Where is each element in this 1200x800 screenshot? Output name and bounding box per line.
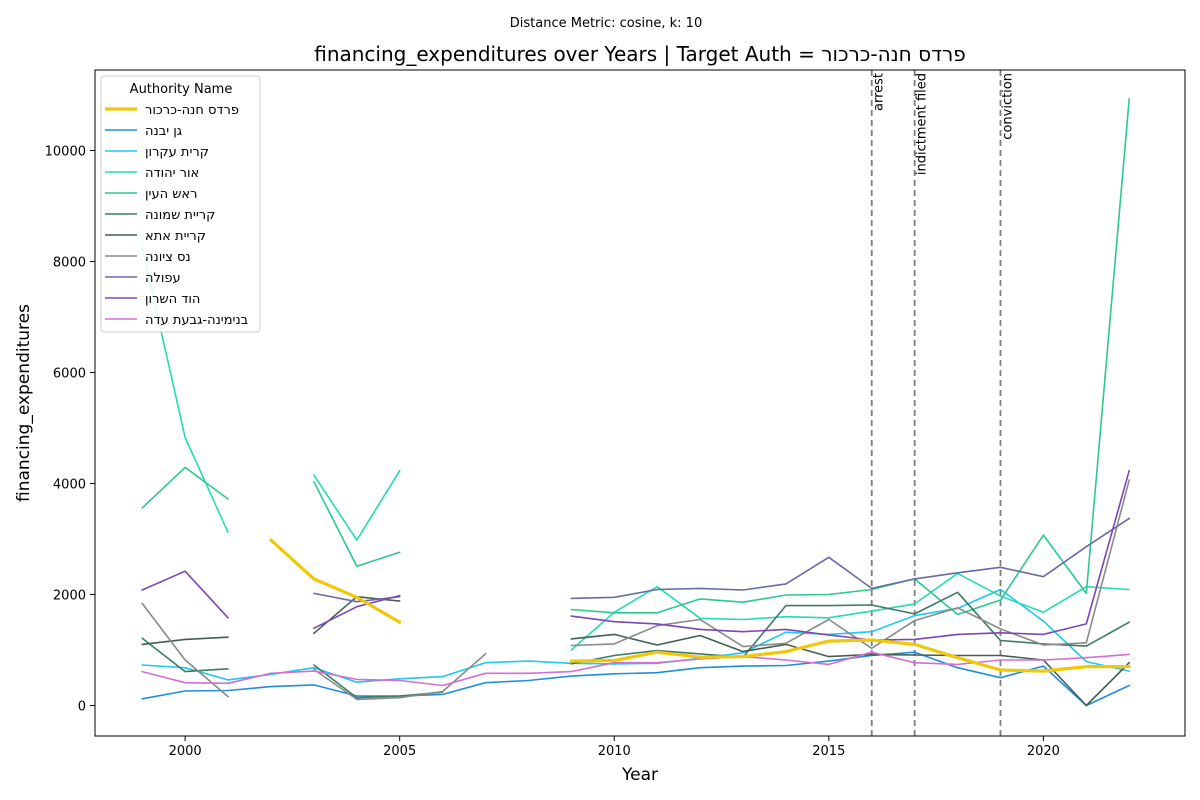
legend-label: קריית שמונה [145, 208, 215, 223]
x-tick-label: 2005 [383, 744, 416, 759]
annotation-label: indictment filed [915, 73, 930, 175]
annotation-label: conviction [1000, 73, 1015, 140]
y-tick-label: 0 [78, 699, 86, 714]
series-lines [141, 98, 1131, 707]
series-segment [269, 538, 402, 624]
legend-entries: פרדס חנה-כרכור גן יבנה קרית עקרון אור יהודה… [105, 103, 248, 328]
series-segment [141, 570, 229, 619]
x-axis-title: Year [621, 765, 658, 785]
legend-label: הוד השרון [145, 292, 200, 307]
legend-label: אור יהודה [145, 166, 199, 181]
y-tick-label: 8000 [53, 255, 86, 270]
series-segment [570, 517, 1130, 600]
y-tick-label: 6000 [53, 366, 86, 381]
series-segment [313, 594, 401, 630]
plot-area: arrest indictment filed conviction [94, 69, 1186, 737]
annotation-lines: arrest indictment filed conviction [870, 70, 1015, 736]
series-segment [569, 638, 1131, 673]
series-segment [570, 98, 1130, 616]
x-tick-label: 2010 [598, 744, 631, 759]
y-axis: 0 2000 4000 6000 8000 10000 [45, 144, 95, 714]
legend-label: ראש העין [145, 187, 197, 202]
legend-label: עפולה [145, 271, 181, 286]
legend-title: Authority Name [130, 82, 233, 97]
x-axis: 2000 2005 2010 2015 2020 [169, 736, 1060, 759]
y-tick-label: 2000 [53, 588, 86, 603]
legend-label: קרית עקרון [145, 145, 209, 160]
series-segment [313, 664, 444, 699]
series-segment [570, 591, 1130, 665]
series-segment [313, 480, 401, 568]
series-segment [141, 651, 1130, 687]
series-line [269, 538, 1131, 673]
legend: Authority Name פרדס חנה-כרכור גן יבנה קרית… [100, 75, 261, 333]
series-segment [141, 602, 229, 698]
series-line [141, 588, 1130, 684]
legend-label: בנימינה-גבעת עדה [145, 313, 248, 328]
series-segment [313, 592, 401, 603]
legend-label: פרדס חנה-כרכור [145, 103, 239, 118]
legend-label: גן יבנה [145, 124, 182, 139]
legend-frame [100, 75, 261, 333]
series-segment [141, 636, 229, 646]
plot-frame [94, 69, 1186, 737]
series-segment [141, 651, 1130, 707]
series-segment [570, 572, 1130, 651]
x-tick-label: 2020 [1027, 744, 1060, 759]
y-axis-title: financing_expenditures [14, 304, 34, 502]
series-line [141, 246, 1130, 651]
series-line [141, 591, 1130, 699]
chart-suptitle: Distance Metric: cosine, k: 10 [510, 16, 702, 31]
series-line [141, 651, 1130, 687]
legend-label: קריית אתא [145, 229, 206, 244]
series-segment [141, 466, 229, 509]
series-segment [141, 588, 1130, 684]
legend-label: נס ציונה [145, 250, 191, 265]
y-tick-label: 4000 [53, 477, 86, 492]
chart-title: financing_expenditures over Years | Targ… [314, 42, 966, 66]
series-segment [313, 653, 487, 701]
series-segment [570, 469, 1130, 641]
series-line [141, 651, 1130, 707]
x-tick-label: 2000 [169, 744, 202, 759]
y-tick-label: 10000 [45, 144, 86, 159]
series-line [141, 479, 1130, 701]
series-segment [141, 637, 229, 673]
series-line [313, 517, 1130, 603]
annotation-label: arrest [872, 73, 887, 111]
series-line [141, 469, 1130, 641]
series-line [141, 98, 1130, 616]
x-tick-label: 2015 [812, 744, 845, 759]
series-segment [313, 469, 401, 541]
